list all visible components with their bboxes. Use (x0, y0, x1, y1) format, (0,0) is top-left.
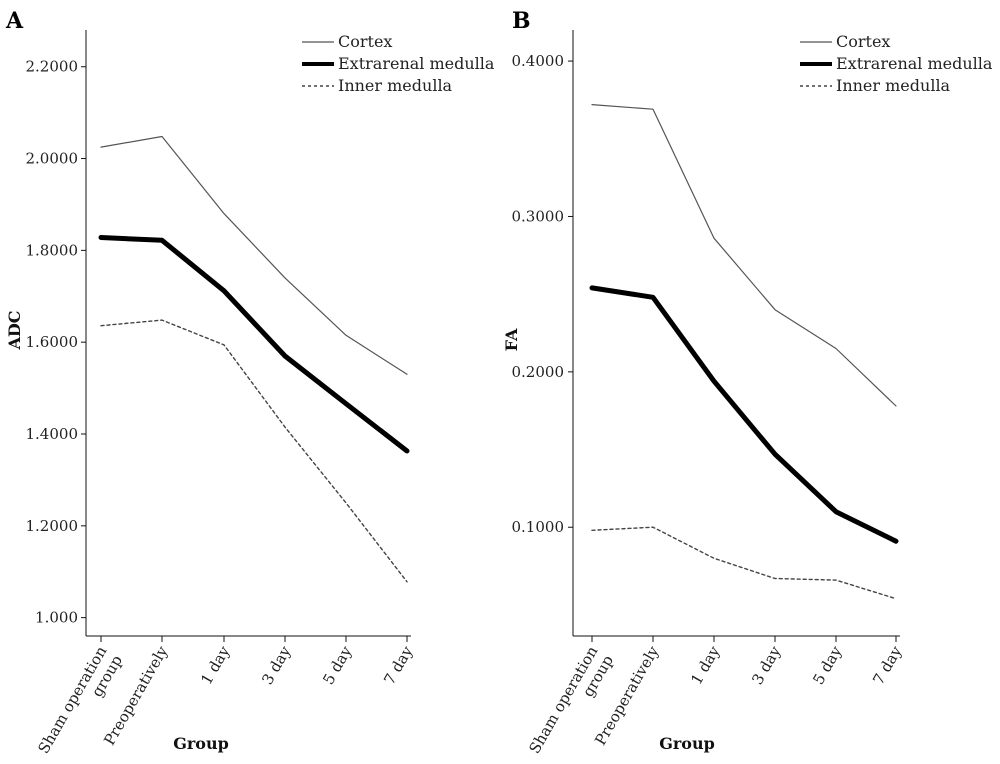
x-tick-label: 5 day (319, 643, 356, 688)
series-line-extrarenal-medulla (589, 285, 899, 544)
y-tick-label: 1.4000 (26, 425, 79, 443)
legend-entry-label: Inner medulla (836, 76, 951, 95)
panel-b-xlabel: Group (659, 734, 715, 753)
y-tick-label: 0.3000 (512, 207, 565, 225)
series-line-inner-medulla (100, 319, 408, 583)
x-tick-label: 1 day (687, 643, 724, 688)
panel-b: B FA Group Cortex Extrarenal medulla Inner… (502, 8, 993, 757)
panel-b-label: B (512, 8, 531, 34)
panel-a-ylabel: ADC (5, 310, 24, 350)
series-line-inner-medulla (591, 526, 897, 600)
x-tick-label: 7 day (869, 643, 906, 688)
panel-a-xlabel: Group (173, 734, 229, 753)
legend-entry-label: Extrarenal medulla (836, 54, 993, 73)
panel-a-legend: Cortex Extrarenal medulla Inner medulla (302, 32, 495, 95)
x-tick-label: 1 day (197, 643, 234, 688)
y-tick-label: 2.0000 (26, 150, 79, 168)
panel-a-plot: 1.000 1.2000 1.4000 1.6000 1.8000 2.0000 2.200… (26, 30, 417, 757)
x-tick-label: 3 day (748, 643, 785, 688)
panel-b-legend: Cortex Extrarenal medulla Inner medulla (800, 32, 993, 95)
legend-entry-label: Inner medulla (338, 76, 453, 95)
series-line-extrarenal-medulla (98, 235, 410, 454)
panel-a-label: A (5, 8, 24, 34)
y-tick-label: 1.8000 (26, 241, 79, 259)
x-tick-label: 3 day (258, 643, 295, 688)
x-tick-label: 5 day (809, 643, 846, 688)
x-tick-label: 7 day (380, 643, 417, 688)
y-tick-label: 2.2000 (26, 58, 79, 76)
series-line-cortex (100, 135, 408, 375)
y-tick-label: 1.000 (35, 609, 78, 627)
y-tick-label: 1.2000 (26, 517, 79, 535)
series-line-cortex (591, 103, 897, 407)
panel-a: A ADC Group Cortex Extrarenal medulla Inne… (5, 8, 495, 757)
y-tick-label: 0.1000 (512, 518, 565, 536)
y-tick-label: 1.6000 (26, 333, 79, 351)
legend-entry-label: Extrarenal medulla (338, 54, 495, 73)
y-tick-label: 0.2000 (512, 363, 565, 381)
legend-entry-label: Cortex (836, 32, 890, 51)
y-tick-label: 0.4000 (512, 52, 565, 70)
panel-b-ylabel: FA (502, 328, 521, 351)
legend-entry-label: Cortex (338, 32, 392, 51)
